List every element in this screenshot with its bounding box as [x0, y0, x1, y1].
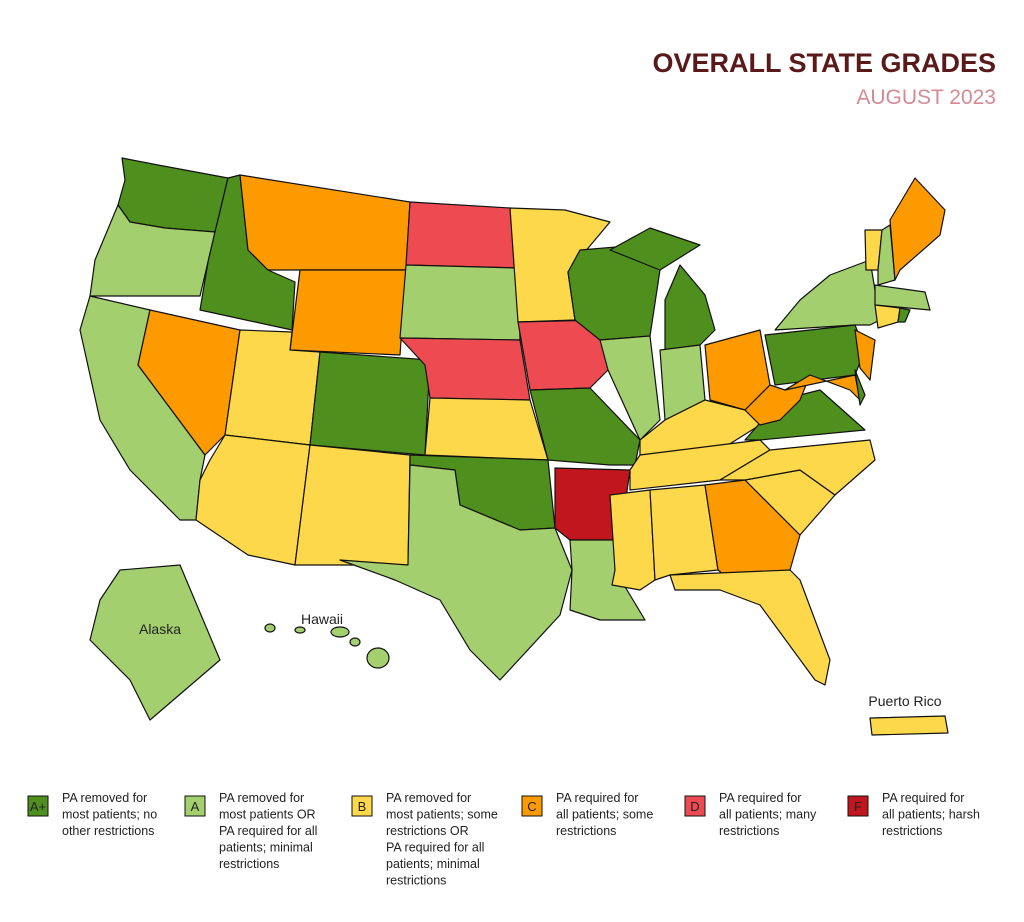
region: [294, 444, 411, 566]
legend-grade: F: [854, 799, 862, 814]
legend-text: most patients; some: [386, 808, 498, 822]
region: [719, 439, 876, 496]
region: [405, 201, 519, 269]
region: [897, 307, 911, 323]
legend-text: PA required for all: [386, 841, 484, 855]
legend-text: patients; minimal: [219, 841, 313, 855]
legend-text: restrictions: [219, 857, 279, 871]
legend-text: all patients; many: [719, 808, 817, 822]
subtitle: AUGUST 2023: [856, 86, 996, 109]
legend-text: restrictions: [719, 824, 779, 838]
legend-grade: A: [191, 799, 200, 814]
legend-text: all patients; some: [556, 808, 653, 822]
region: [137, 309, 241, 456]
hawaii-label: Hawaii: [301, 611, 343, 627]
region: [609, 227, 701, 271]
region: [599, 335, 661, 441]
title: OVERALL STATE GRADES: [652, 48, 996, 78]
legend-text: PA required for: [719, 791, 801, 805]
puerto-rico-label: Puerto Rico: [868, 693, 941, 709]
region: [854, 329, 876, 381]
legend-grade: C: [527, 799, 536, 814]
region: [289, 269, 407, 356]
legend-text: patients; minimal: [386, 857, 480, 871]
region: [649, 484, 719, 581]
region: [195, 434, 311, 566]
legend: A+ PA removed for most patients; no other r…: [27, 791, 980, 888]
region: [89, 564, 221, 721]
legend-swatch: [847, 795, 869, 817]
legend-text: most patients; no: [62, 808, 157, 822]
region: [889, 177, 946, 281]
region: [609, 489, 656, 591]
legend-text: other restrictions: [62, 824, 154, 838]
region: [399, 264, 521, 341]
region: [294, 626, 306, 634]
legend-swatch: [521, 795, 543, 817]
region: [264, 623, 276, 633]
region: [664, 264, 716, 351]
legend-text: PA removed for: [62, 791, 147, 805]
legend-swatch: [351, 795, 373, 817]
legend-grade: B: [358, 799, 367, 814]
region: [424, 397, 549, 461]
legend-text: restrictions: [556, 824, 616, 838]
legend-text: restrictions OR: [386, 824, 469, 838]
legend-text: PA required for: [556, 791, 638, 805]
legend-grade: A+: [30, 799, 46, 814]
region: [349, 637, 361, 647]
region: [239, 174, 411, 271]
legend-text: PA required for all: [219, 824, 317, 838]
region: [669, 569, 831, 686]
legend-text: restrictions: [386, 874, 446, 888]
region: [869, 715, 949, 736]
region: [366, 647, 390, 669]
legend-swatch: [27, 795, 49, 817]
legend-grade: D: [690, 799, 699, 814]
alaska-label: Alaska: [139, 621, 181, 637]
legend-text: restrictions: [882, 824, 942, 838]
region: [784, 374, 861, 401]
legend-text: all patients; harsh: [882, 808, 980, 822]
region: [774, 259, 881, 331]
region: [330, 626, 350, 638]
region: [877, 224, 896, 286]
region: [309, 351, 431, 456]
region: [874, 284, 931, 311]
legend-swatch: [184, 795, 206, 817]
region: [117, 157, 229, 233]
legend-text: PA removed for: [386, 791, 471, 805]
legend-text: most patients OR: [219, 808, 316, 822]
region: [874, 304, 901, 329]
legend-text: PA removed for: [219, 791, 304, 805]
us-map: [79, 157, 949, 736]
legend-swatch: [684, 795, 706, 817]
region: [339, 464, 573, 681]
region: [854, 369, 866, 406]
legend-text: PA required for: [882, 791, 964, 805]
